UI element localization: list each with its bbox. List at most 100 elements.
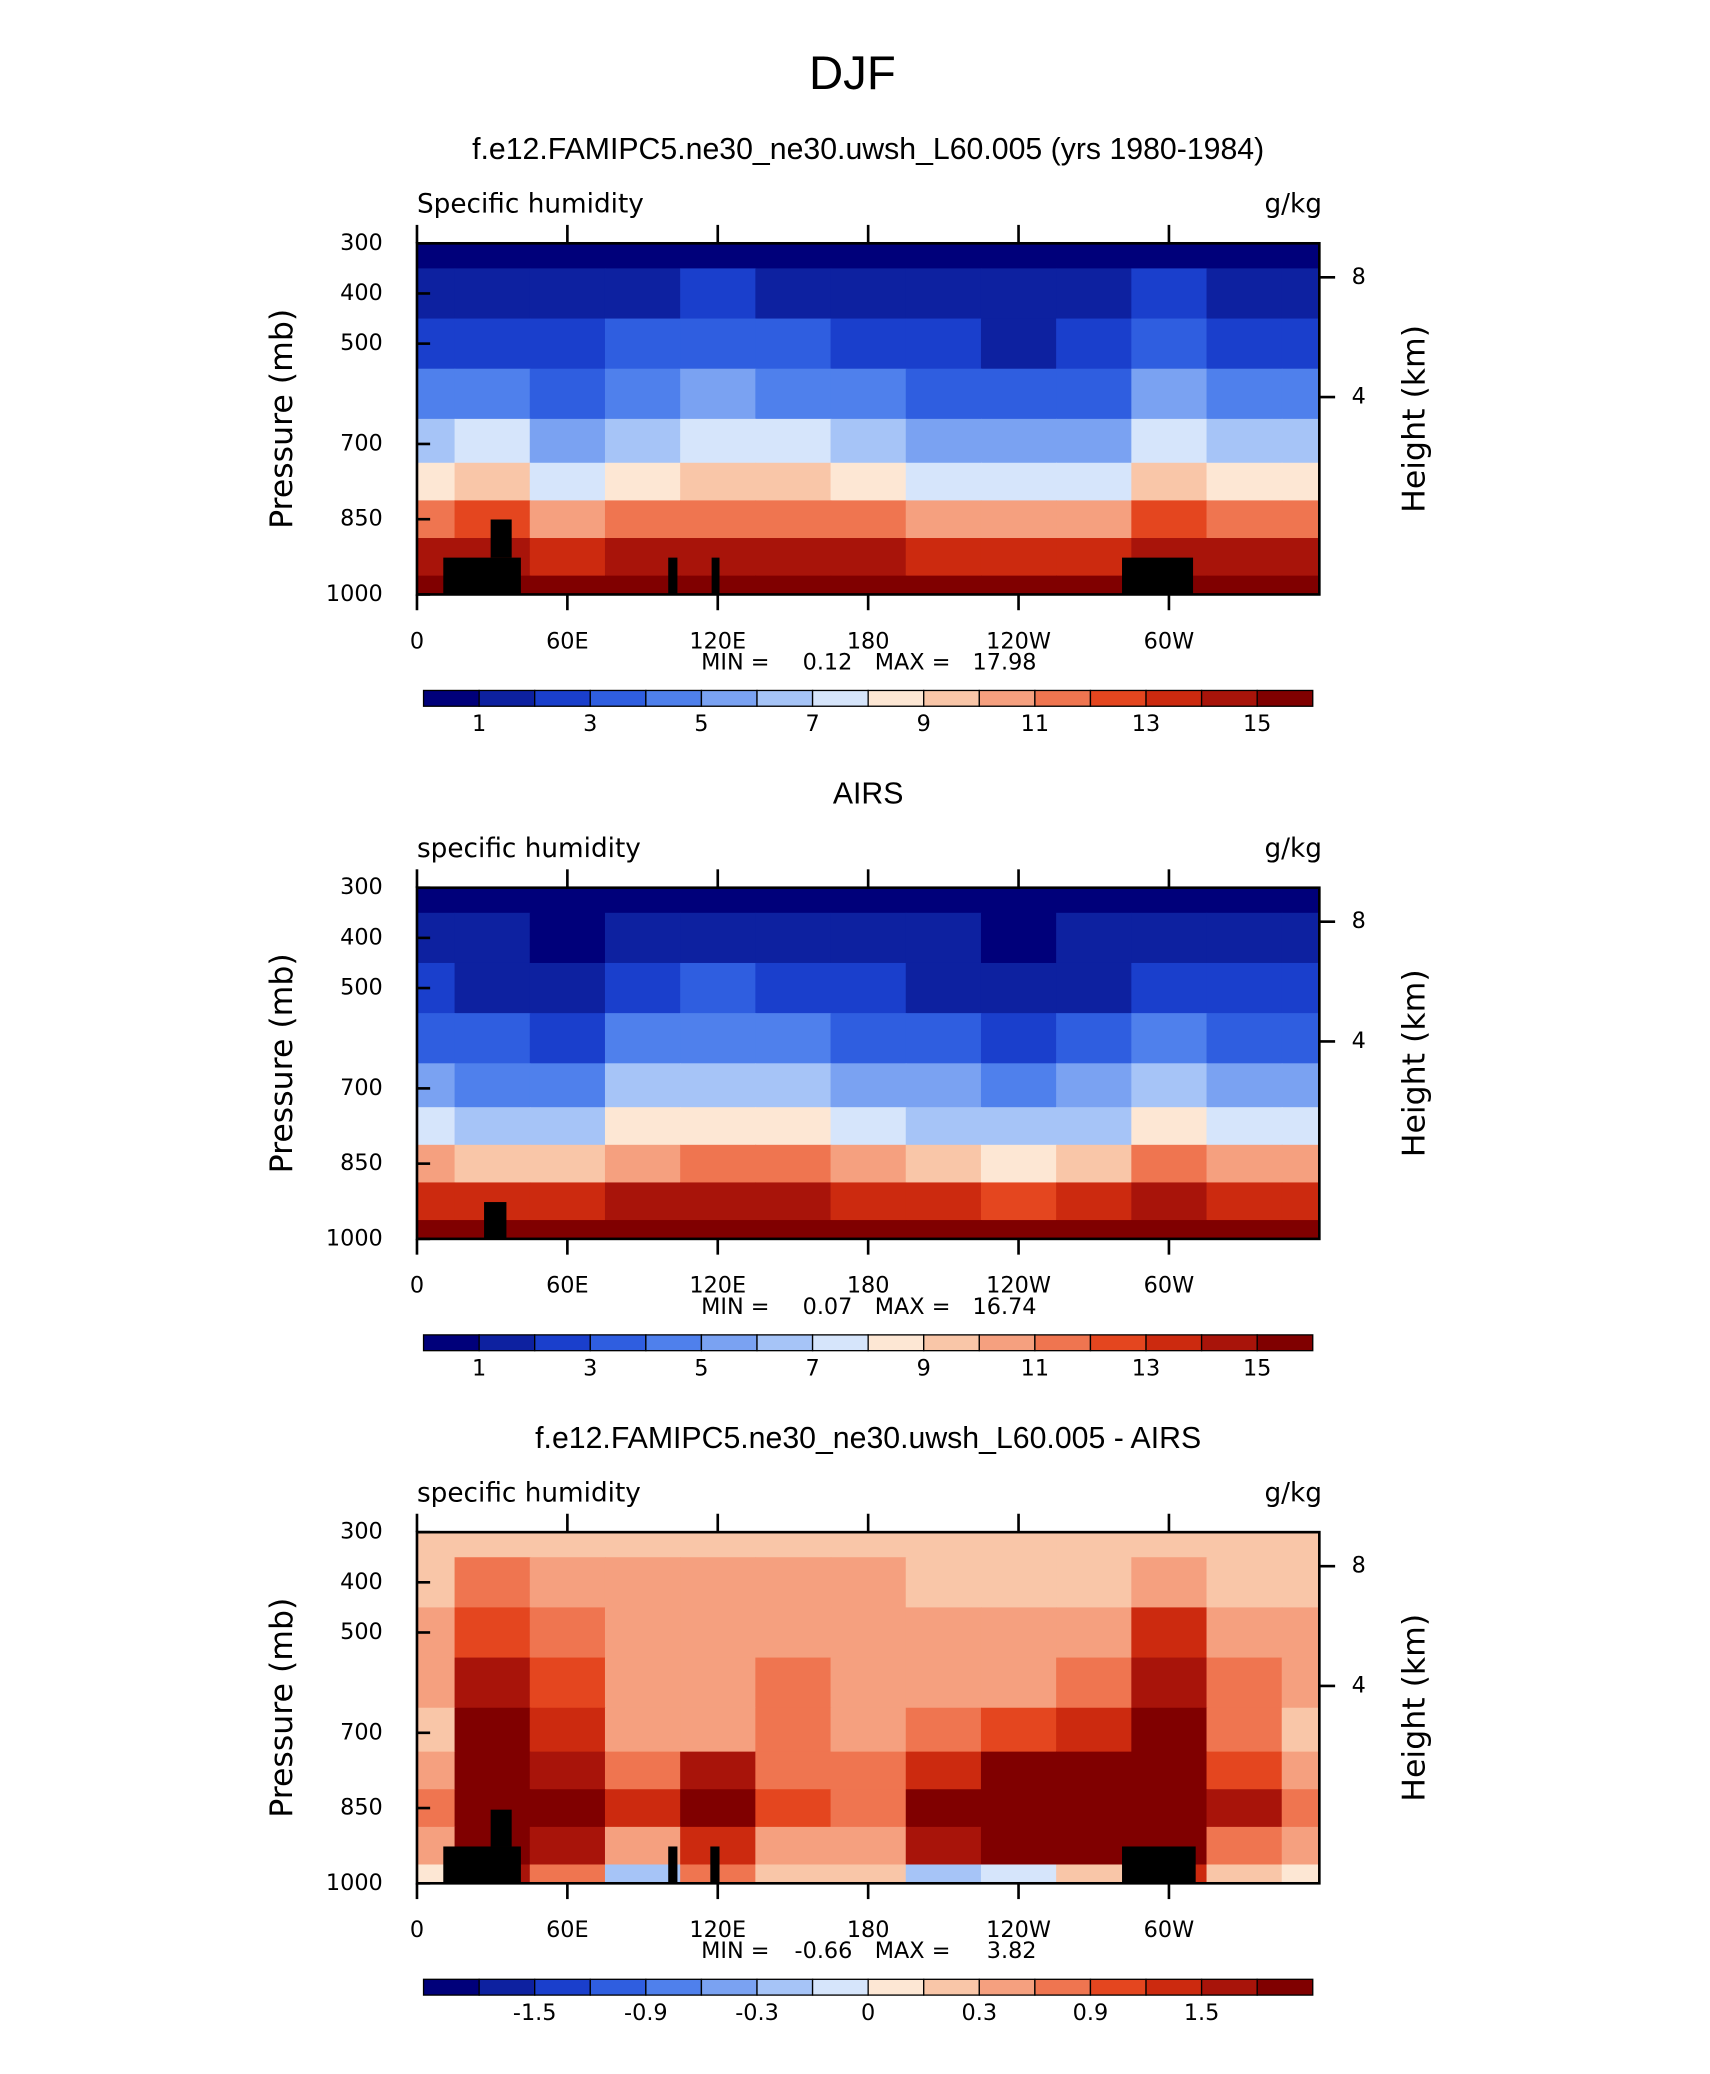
contour-cell [680, 1107, 757, 1146]
contour-cell [1206, 1144, 1283, 1184]
contour-cell [604, 1107, 681, 1146]
contour-cell [604, 462, 681, 502]
y-tick-label: 850 [340, 1150, 383, 1176]
colorbar-box [923, 1978, 980, 1996]
y2-axis-label: Height (km) [1396, 1614, 1432, 1802]
colorbar-box [478, 1334, 536, 1352]
colorbar-label: 0.3 [962, 2000, 998, 2026]
contour-cell [454, 268, 531, 320]
contour-cell [905, 368, 982, 420]
contour-cell [680, 1220, 757, 1240]
colorbar-label: 1.5 [1184, 2000, 1220, 2026]
contour-cell [1056, 1182, 1133, 1221]
left-string: Specific humidity [417, 190, 644, 220]
contour-cell [454, 1013, 531, 1065]
y-tick-label: 400 [340, 1569, 383, 1595]
contour-cell [905, 1751, 982, 1791]
contour-cell [454, 462, 531, 502]
contour-cell [1056, 462, 1133, 502]
contour-cell [604, 1751, 681, 1791]
contour-cell [1056, 368, 1133, 420]
contour-cell [1281, 575, 1321, 596]
contour-cell [1206, 887, 1283, 914]
colorbar-box [478, 689, 536, 707]
contour-cell [1131, 418, 1208, 464]
contour-cell [604, 500, 681, 539]
panel: f.e12.FAMIPC5.ne30_ne30.uwsh_L60.005 - A… [264, 1422, 1433, 2026]
contour-cell [755, 1557, 832, 1609]
contour-cell [830, 1013, 907, 1065]
contour-cell [680, 962, 757, 1014]
contour-cell [830, 1063, 907, 1108]
contour-cell [529, 1107, 606, 1146]
min-label: MIN = [701, 1938, 769, 1964]
topography [1122, 1846, 1196, 1884]
contour-cell [1056, 1144, 1133, 1184]
contour-cell [680, 1657, 757, 1709]
min-label: MIN = [701, 1294, 769, 1320]
y-tick-label: 850 [340, 1795, 383, 1821]
contour-cell [1056, 1107, 1133, 1146]
contour-cell [416, 462, 456, 502]
colorbar-box [1256, 1334, 1314, 1352]
contour-cell [1281, 1220, 1321, 1240]
contour-cell [1131, 1657, 1208, 1709]
contour-cell [1206, 1557, 1283, 1609]
contour-cell [529, 1789, 606, 1828]
left-string: specific humidity [417, 834, 641, 864]
topography [1122, 557, 1194, 595]
contour-cell [1206, 1532, 1283, 1559]
contour-cell [680, 1557, 757, 1609]
contour-cell [604, 1013, 681, 1065]
contour-cell [830, 575, 907, 596]
colorbar-label: -0.9 [624, 2000, 668, 2026]
contour-cell [980, 1657, 1057, 1709]
contour-cell [980, 462, 1057, 502]
contour-cell [416, 1532, 456, 1559]
y-tick-label: 300 [340, 230, 383, 256]
contour-cell [830, 1182, 907, 1221]
contour-cell [1206, 1789, 1283, 1828]
colorbar-box [700, 689, 758, 707]
contour-cell [529, 887, 606, 914]
contour-cell [529, 1532, 606, 1559]
contour-cell [830, 243, 907, 270]
contour-cell [680, 1144, 757, 1184]
contour-cell [905, 1107, 982, 1146]
x-tick-label: 180 [847, 1917, 890, 1943]
colorbar-label: -0.3 [735, 2000, 779, 2026]
contour-cell [604, 1657, 681, 1709]
colorbar-box [534, 1978, 591, 1996]
contour-cell [830, 318, 907, 370]
contour-cell [1206, 1707, 1283, 1753]
colorbar-box [811, 1334, 869, 1352]
right-string: g/kg [1264, 1479, 1321, 1509]
min-value: 0.12 [803, 649, 853, 675]
topography [484, 1202, 507, 1239]
contour-cell [680, 1063, 757, 1108]
colorbar-box [645, 1978, 703, 1996]
contour-cell [980, 1707, 1057, 1753]
x-tick-label: 0 [410, 628, 424, 654]
x-tick-label: 180 [847, 628, 890, 654]
colorbar-box [422, 1334, 480, 1352]
contour-cell [680, 268, 757, 320]
colorbar-box [422, 1978, 480, 1996]
contour-cell [1131, 887, 1208, 914]
contour-cell [529, 500, 606, 539]
x-tick-label: 120E [689, 628, 746, 654]
contour-cell [830, 1557, 907, 1609]
contour-cell [529, 462, 606, 502]
contour-cell [980, 1182, 1057, 1221]
contour-cell [980, 1826, 1057, 1866]
y2-tick-label: 8 [1352, 264, 1366, 290]
contour-cell [1131, 1107, 1208, 1146]
contour-cell [905, 1063, 982, 1108]
contour-cell [1206, 1013, 1283, 1065]
contour-cell [604, 1707, 681, 1753]
colorbar-box [756, 1978, 814, 1996]
panel: AIRS specific humidity g/kg Pressure (mb) He… [264, 778, 1433, 1382]
panel-title: f.e12.FAMIPC5.ne30_ne30.uwsh_L60.005 - A… [535, 1422, 1201, 1455]
contour-cell [755, 1707, 832, 1753]
colorbar-box [1034, 1978, 1092, 1996]
